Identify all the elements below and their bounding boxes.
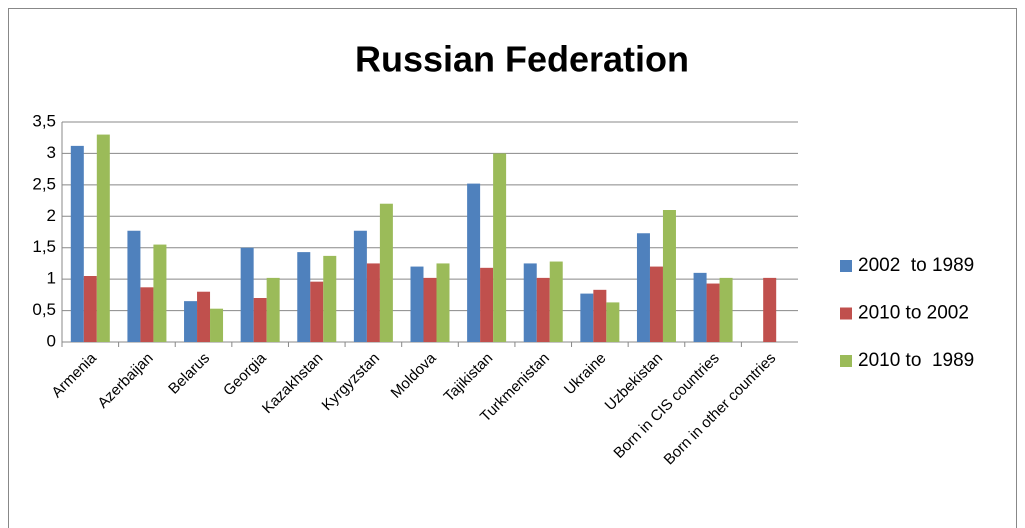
- bar: [240, 247, 254, 342]
- legend-swatch: [840, 260, 852, 272]
- bar: [310, 281, 324, 342]
- bar: [649, 266, 663, 342]
- bar: [410, 266, 424, 342]
- y-tick-label: 2: [47, 206, 56, 225]
- bar: [253, 298, 267, 342]
- bar: [366, 263, 380, 342]
- y-tick-label: 0,5: [32, 300, 56, 319]
- bar: [70, 145, 84, 342]
- bar: [467, 183, 481, 342]
- bar: [719, 277, 733, 342]
- bar: [523, 263, 537, 342]
- bar: [423, 277, 437, 342]
- bar: [706, 283, 720, 342]
- y-tick-label: 2,5: [32, 174, 56, 193]
- bar: [480, 267, 494, 342]
- bar: [266, 277, 280, 342]
- bar: [323, 255, 337, 342]
- bar: [96, 134, 110, 342]
- bar: [127, 230, 141, 342]
- bar: [379, 203, 393, 342]
- bar: [197, 291, 211, 342]
- bar: [580, 293, 594, 342]
- y-tick-label: 0: [47, 331, 56, 350]
- y-tick-label: 1: [47, 269, 56, 288]
- bar: [549, 261, 563, 342]
- bar: [436, 263, 450, 342]
- bar: [353, 230, 367, 342]
- y-tick-label: 3,5: [32, 111, 56, 130]
- bar: [636, 233, 650, 342]
- bar: [593, 289, 607, 342]
- bar: [493, 153, 507, 342]
- bar: [693, 272, 707, 342]
- bar: [184, 301, 198, 342]
- bar: [606, 302, 620, 342]
- legend-label: 2010 to 2002: [858, 303, 969, 324]
- bar: [536, 277, 550, 342]
- y-tick-label: 3: [47, 143, 56, 162]
- chart-title: Russian Federation: [355, 39, 689, 80]
- legend-swatch: [840, 307, 852, 320]
- bar: [763, 277, 777, 342]
- bar: [210, 308, 224, 342]
- legend-swatch: [840, 355, 852, 367]
- bar: [83, 276, 97, 342]
- legend-label: 2002 to 1989: [858, 255, 974, 276]
- bar: [153, 244, 167, 342]
- bar: [297, 252, 311, 342]
- bar: [662, 210, 676, 342]
- bar: [140, 287, 154, 342]
- y-tick-label: 1,5: [32, 237, 56, 256]
- legend-label: 2010 to 1989: [858, 350, 974, 371]
